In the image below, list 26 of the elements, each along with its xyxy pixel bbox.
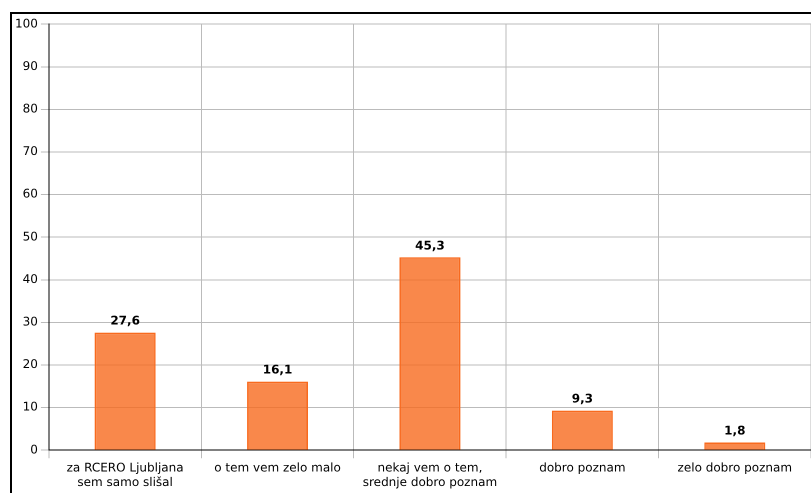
data-label: 27,6 (110, 314, 140, 328)
y-tick-label: 50 (22, 229, 38, 244)
x-tick-label: zelo dobro poznam (678, 460, 792, 475)
data-label: 16,1 (262, 362, 292, 377)
y-tick-label: 70 (22, 144, 38, 158)
y-tick-label: 80 (22, 102, 38, 116)
y-tick-label: 60 (22, 186, 38, 201)
x-tick-label: nekaj vem o tem, srednje dobro poznam (362, 460, 498, 489)
y-tick-label: 0 (30, 442, 38, 456)
data-label: 45,3 (415, 238, 445, 252)
y-tick-label: 10 (22, 400, 38, 414)
bar (94, 332, 156, 450)
y-tick-label: 20 (22, 357, 38, 372)
x-tick-label: dobro poznam (539, 460, 626, 475)
bar (552, 410, 613, 450)
x-tick-label: za RCERO Ljubljana sem samo slišal (66, 460, 184, 489)
bar (399, 257, 460, 450)
x-tick-label: o tem vem zelo malo (214, 460, 341, 475)
y-tick-label: 30 (22, 314, 38, 329)
y-tick-label: 100 (15, 16, 38, 30)
bar (704, 442, 766, 450)
y-tick-label: 90 (22, 58, 38, 73)
bar (247, 382, 308, 450)
data-label: 9,3 (572, 392, 594, 406)
y-tick-label: 40 (22, 272, 38, 286)
data-label: 1,8 (724, 424, 746, 438)
